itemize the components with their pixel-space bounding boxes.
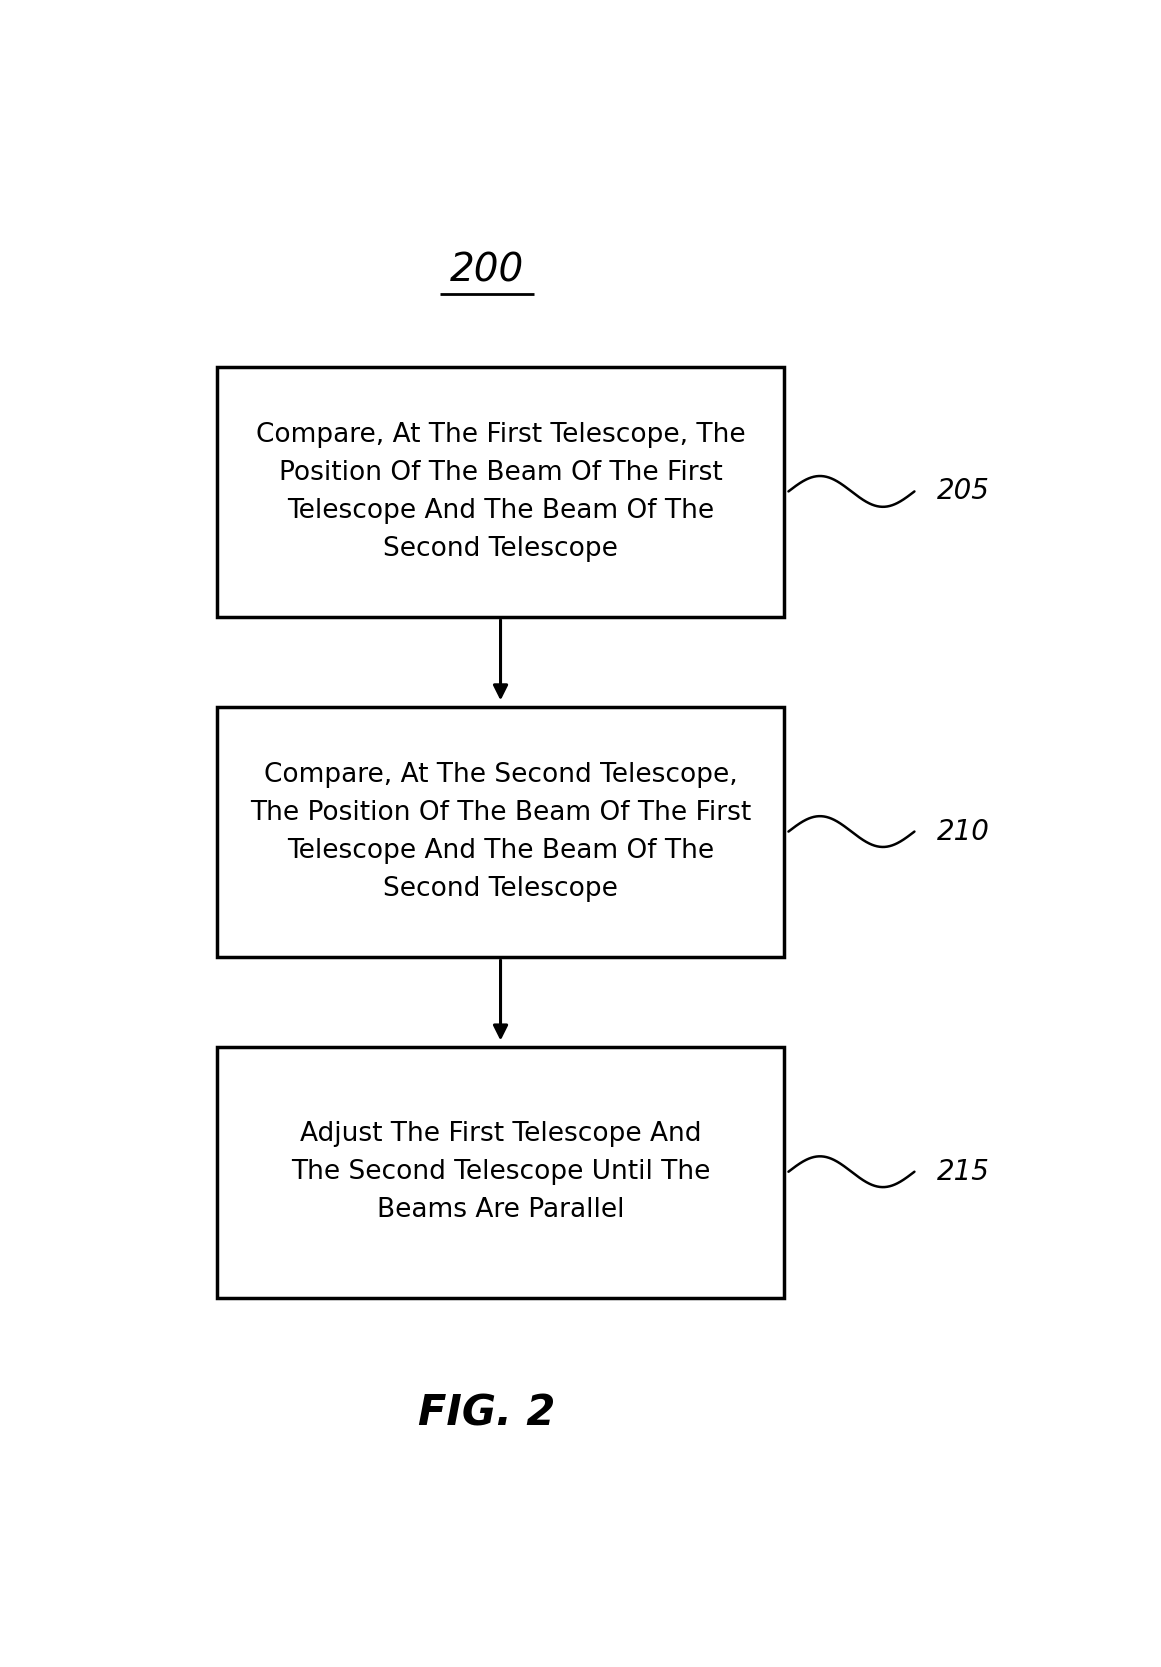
Text: 200: 200 (450, 252, 524, 290)
Text: Compare, At The First Telescope, The
Position Of The Beam Of The First
Telescope: Compare, At The First Telescope, The Pos… (255, 422, 745, 562)
Text: Compare, At The Second Telescope,
The Position Of The Beam Of The First
Telescop: Compare, At The Second Telescope, The Po… (250, 762, 751, 902)
Text: FIG. 2: FIG. 2 (418, 1392, 556, 1434)
Text: 205: 205 (937, 477, 990, 505)
Text: 210: 210 (937, 817, 990, 845)
Text: Adjust The First Telescope And
The Second Telescope Until The
Beams Are Parallel: Adjust The First Telescope And The Secon… (291, 1122, 711, 1224)
Text: 215: 215 (937, 1157, 990, 1185)
FancyBboxPatch shape (217, 367, 784, 617)
FancyBboxPatch shape (217, 707, 784, 957)
FancyBboxPatch shape (217, 1047, 784, 1297)
